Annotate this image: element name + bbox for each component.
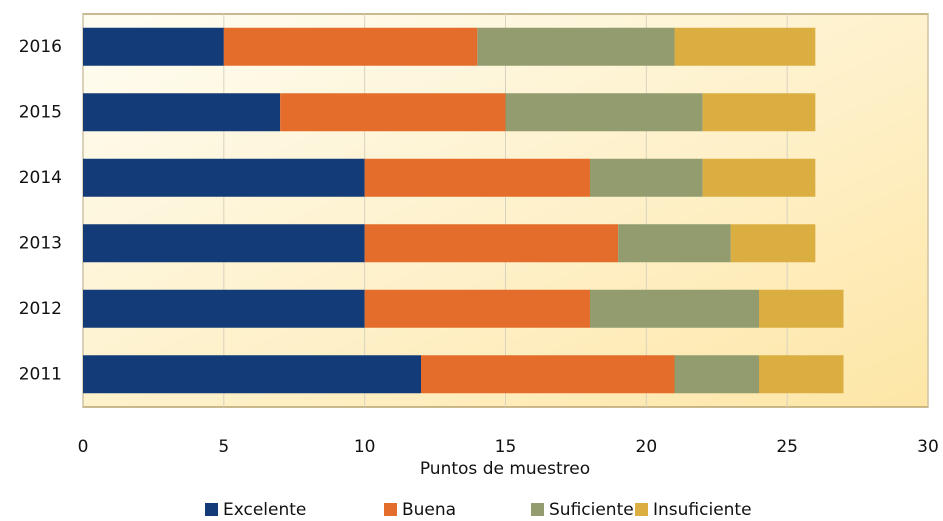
legend-label: Insuficiente [653, 500, 752, 520]
bar-segment [702, 93, 816, 132]
bar-segment [505, 93, 703, 132]
bar-segment [223, 27, 478, 66]
x-tick-label: 10 [354, 437, 376, 457]
bar-segment [83, 93, 281, 132]
bar-segment [674, 27, 816, 66]
bar-segment [83, 289, 365, 328]
legend-swatch [205, 503, 218, 516]
x-tick-label: 15 [495, 437, 517, 457]
x-tick-label: 20 [636, 437, 658, 457]
y-tick-label: 2013 [19, 233, 62, 253]
bar-segment [674, 355, 759, 394]
x-axis-title: Puntos de muestreo [420, 459, 590, 479]
bar-segment [590, 158, 703, 197]
bar-segment [618, 224, 731, 263]
bar-segment [421, 355, 675, 394]
bar-segment [702, 158, 816, 197]
x-tick-label: 5 [218, 437, 229, 457]
bar-segment [590, 289, 759, 328]
bar-segment [364, 224, 619, 263]
bar-segment [364, 289, 590, 328]
bar-segment [83, 27, 224, 66]
legend-swatch [635, 503, 648, 516]
y-tick-label: 2012 [19, 299, 62, 319]
y-tick-label: 2011 [19, 364, 62, 384]
bar-segment [759, 355, 844, 394]
legend-label: Excelente [223, 500, 306, 520]
bar-segment [364, 158, 590, 197]
bar-segment [730, 224, 816, 263]
x-tick-label: 0 [78, 437, 89, 457]
bar-segment [83, 355, 421, 394]
y-tick-label: 2015 [19, 102, 62, 122]
bar-segment [83, 224, 365, 263]
y-tick-label: 2016 [19, 37, 62, 57]
bar-segment [477, 27, 675, 66]
x-tick-label: 25 [776, 437, 798, 457]
bar-segment [280, 93, 506, 132]
legend-swatch [384, 503, 397, 516]
legend-label: Buena [402, 500, 456, 520]
x-tick-label: 30 [917, 437, 939, 457]
legend-label: Suficiente [549, 500, 634, 520]
y-tick-label: 2014 [19, 168, 62, 188]
legend-swatch [531, 503, 544, 516]
bar-segment [83, 158, 365, 197]
bar-segment [759, 289, 844, 328]
